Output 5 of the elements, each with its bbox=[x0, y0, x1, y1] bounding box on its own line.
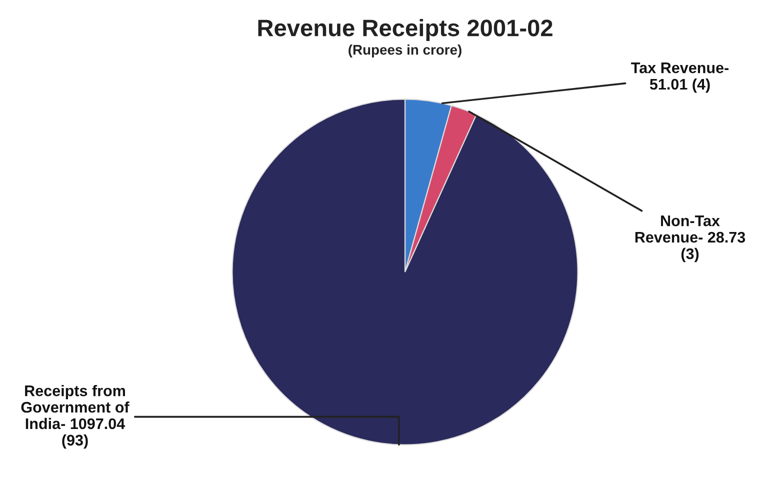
slice-label: Non-Tax Revenue- 28.73 (3) bbox=[635, 216, 746, 262]
chart-subtitle: (Rupees in crore) bbox=[348, 44, 462, 58]
chart-title: Revenue Receipts 2001-02 bbox=[258, 18, 552, 42]
slice-label: Tax Revenue- 51.01 (4) bbox=[631, 62, 728, 93]
slice-label: Receipts from Government of India- 1097.04 (93) bbox=[21, 385, 130, 449]
